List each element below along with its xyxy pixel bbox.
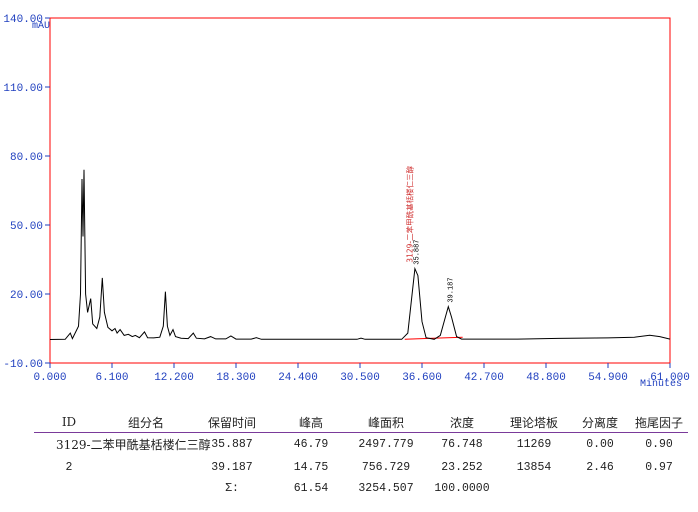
y-tick-label: 80.00 [10,152,43,164]
row1-tailing-factor: 0.90 [645,438,673,452]
row2-concentration: 23.252 [441,460,483,474]
row1-theoretical-plates: 11269 [516,438,552,452]
row1-resolution: 0.00 [586,438,614,452]
header-peak-height: 峰高 [276,412,346,433]
row2-tailing-factor: 0.97 [645,460,673,474]
header-concentration: 浓度 [426,412,498,433]
x-tick-label: 36.600 [402,372,442,384]
table-row: 2 39.187 14.75 756.729 23.252 13854 2.46… [34,457,688,478]
row2-resolution: 2.46 [586,460,614,474]
header-component-name: 组分名 [104,412,188,433]
x-tick-label: 18.300 [216,372,256,384]
x-tick-label: 42.700 [464,372,504,384]
row2-id: 2 [65,460,73,474]
peak-rt-label: 39.187 [447,277,455,302]
total-concentration: 100.0000 [434,481,490,495]
chromatogram-trace [49,169,671,340]
total-label: Σ: [225,481,239,495]
table-row: 3129-二苯甲酰基栝楼仁三醇 35.887 46.79 2497.779 76… [34,433,688,457]
row1-peak-height: 46.79 [293,438,329,452]
x-tick-label: 0.000 [33,372,66,384]
chromatogram-chart: -10.00 20.00 50.00 80.00 110.00 140.00 0.000 6… [3,14,690,390]
row1-retention-time: 35.887 [211,438,253,452]
x-tick-label: 48.800 [526,372,566,384]
y-unit-label: mAU [32,21,50,32]
plot-frame [49,17,671,364]
row2-theoretical-plates: 13854 [516,460,552,474]
results-table: ID 组分名 保留时间 峰高 峰面积 浓度 理论塔板 分离度 拖尾因子 3129… [34,412,688,499]
x-tick-label: 30.500 [340,372,380,384]
y-axis: -10.00 20.00 50.00 80.00 110.00 140.00 [3,14,50,371]
row2-component-name [104,457,188,478]
peak-name-label: 3129-二苯甲酰基栝楼仁三醇 [405,165,415,262]
header-id: ID [34,412,104,433]
y-tick-label: 140.00 [3,14,43,26]
total-peak-area: 3254.507 [358,481,414,495]
x-tick-label: 6.100 [95,372,128,384]
y-tick-label: 110.00 [3,83,43,95]
total-row: Σ: 61.54 3254.507 100.0000 [34,478,688,499]
results-header-row: ID 组分名 保留时间 峰高 峰面积 浓度 理论塔板 分离度 拖尾因子 [34,412,688,433]
x-axis: 0.000 6.100 12.200 18.300 24.400 30.500 36.600… [33,363,690,384]
y-tick-label: 20.00 [10,290,43,302]
total-peak-height: 61.54 [293,481,329,495]
x-tick-label: 54.900 [588,372,628,384]
row1-id: 3129-二苯甲酰基栝楼仁三醇 [56,438,211,453]
x-tick-label: 12.200 [154,372,194,384]
header-tailing-factor: 拖尾因子 [630,412,688,433]
row2-retention-time: 39.187 [211,460,253,474]
row2-peak-area: 756.729 [361,460,411,474]
row2-peak-height: 14.75 [293,460,329,474]
row1-concentration: 76.748 [441,438,483,452]
y-tick-label: -10.00 [3,359,43,371]
header-theoretical-plates: 理论塔板 [498,412,570,433]
header-resolution: 分离度 [570,412,630,433]
peak-rt-label: 35.887 [414,239,422,264]
x-tick-label: 61.000 [650,372,690,384]
x-unit-label: Minutes [640,378,682,390]
y-tick-label: 50.00 [10,221,43,233]
header-retention-time: 保留时间 [188,412,276,433]
peak-labels: 35.887 39.187 3129-二苯甲酰基栝楼仁三醇 [405,165,456,302]
header-peak-area: 峰面积 [346,412,426,433]
row1-peak-area: 2497.779 [358,438,414,452]
x-tick-label: 24.400 [278,372,318,384]
